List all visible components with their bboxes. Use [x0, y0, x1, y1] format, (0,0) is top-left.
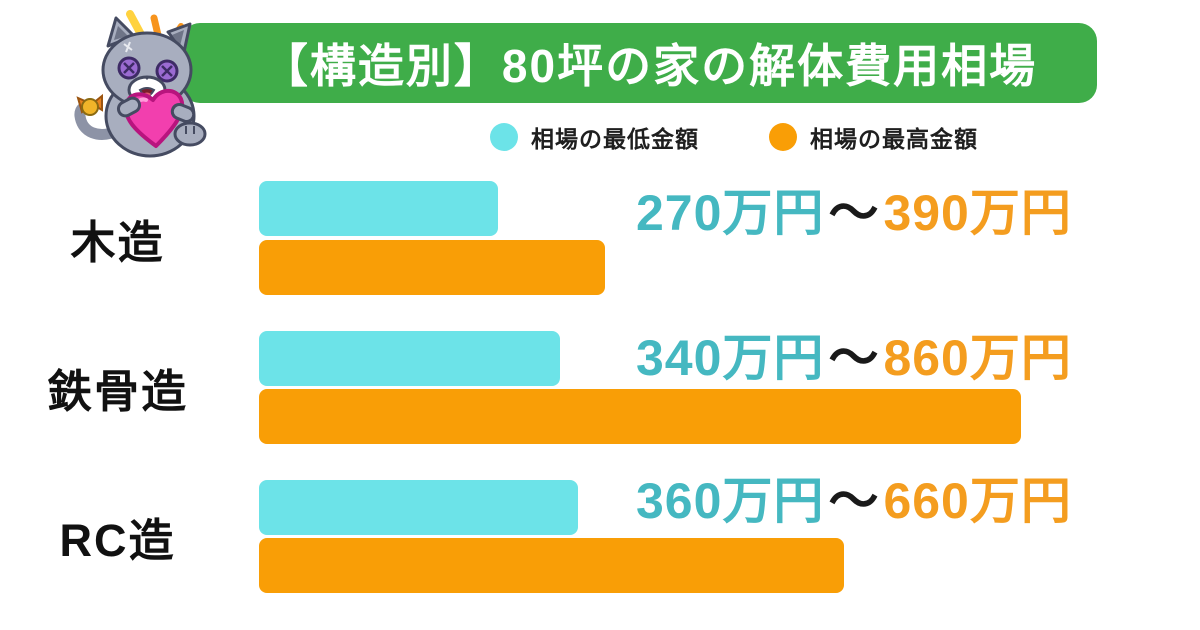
min-value: 360万円: [636, 473, 825, 529]
max-value: 860万円: [883, 330, 1072, 386]
tail-bell-icon: [76, 93, 103, 116]
button-eye-icon: [117, 56, 179, 83]
bar-min-rc: [259, 480, 578, 535]
tilde-separator: ～: [828, 330, 880, 386]
category-label-rc: RC造: [59, 514, 176, 566]
legend-item-max: 相場の最高金額: [769, 120, 978, 154]
title-banner: 【構造別】80坪の家の解体費用相場: [182, 23, 1097, 103]
min-value: 340万円: [636, 330, 825, 386]
legend-item-min: 相場の最低金額: [490, 120, 699, 154]
tilde-separator: ～: [828, 185, 880, 241]
max-value: 660万円: [883, 473, 1072, 529]
value-range-rc: 360万円 ～ 660万円: [636, 471, 1072, 529]
legend-label-min: 相場の最低金額: [531, 126, 699, 152]
category-label-steel: 鉄骨造: [46, 365, 188, 417]
value-range-wood: 270万円 ～ 390万円: [636, 183, 1072, 241]
max-value: 390万円: [883, 185, 1072, 241]
tilde-separator: ～: [828, 473, 880, 529]
bar-max-rc: [259, 538, 844, 593]
value-range-steel: 340万円 ～ 860万円: [636, 328, 1072, 386]
bar-max-steel: [259, 389, 1021, 444]
min-value: 270万円: [636, 185, 825, 241]
legend-dot-max-icon: [769, 123, 797, 151]
legend: 相場の最低金額 相場の最高金額: [490, 118, 978, 156]
legend-dot-min-icon: [490, 123, 518, 151]
cat-mascot-image: [68, 8, 220, 164]
category-label-wood: 木造: [70, 216, 165, 268]
bar-max-wood: [259, 240, 605, 295]
bar-min-wood: [259, 181, 498, 236]
page-title: 【構造別】80坪の家の解体費用相場: [261, 40, 1038, 92]
bar-min-steel: [259, 331, 560, 386]
legend-label-max: 相場の最高金額: [810, 126, 978, 152]
